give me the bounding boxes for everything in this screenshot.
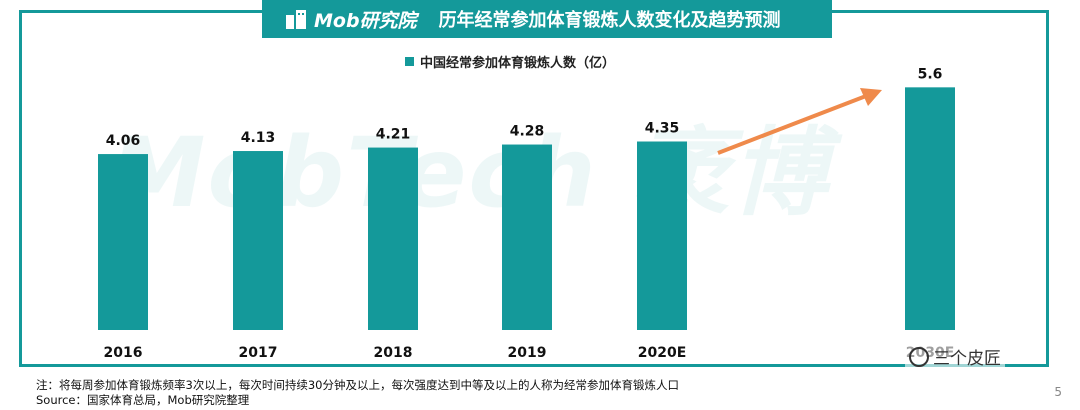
trend-arrow-line — [717, 94, 867, 155]
building-icon — [286, 10, 306, 29]
trend-arrow-head — [860, 88, 882, 106]
value-label: 4.21 — [376, 127, 411, 143]
watermark: MobTech 袤博 — [110, 117, 830, 229]
bar-2018 — [368, 147, 418, 330]
value-label: 4.06 — [106, 133, 141, 149]
page-number: 5 — [1054, 385, 1062, 399]
title-bar: Mob研究院 历年经常参加体育锻炼人数变化及趋势预测 — [262, 0, 832, 38]
mob-logo: Mob研究院 — [284, 6, 417, 33]
bar-2030E — [905, 87, 955, 330]
x-tick-label: 2016 — [104, 345, 143, 361]
x-tick-label: 2019 — [508, 345, 547, 361]
source-line: Source：国家体育总局，Mob研究院整理 — [36, 393, 250, 407]
value-label: 4.28 — [510, 124, 545, 140]
value-label: 5.6 — [918, 66, 943, 82]
x-tick-label: 2020E — [638, 345, 687, 361]
legend: 中国经常参加体育锻炼人数（亿） — [405, 52, 615, 71]
bar-2016 — [98, 154, 148, 330]
logo-text: Mob研究院 — [314, 9, 417, 32]
bar-2017 — [233, 151, 283, 330]
legend-label: 中国经常参加体育锻炼人数（亿） — [420, 56, 616, 71]
chart-title: 历年经常参加体育锻炼人数变化及趋势预测 — [438, 10, 781, 31]
x-tick-label: 2018 — [374, 345, 413, 361]
bar-2020E — [637, 141, 687, 330]
value-label: 4.13 — [241, 130, 276, 146]
credit-text: 三个皮匠 — [933, 349, 1001, 369]
x-tick-label: 2017 — [239, 345, 278, 361]
value-label: 4.35 — [645, 121, 680, 137]
legend-swatch — [405, 57, 414, 66]
footnotes: 注：将每周参加体育锻炼频率3次以上，每次时间持续30分钟及以上，每次强度达到中等… — [36, 378, 679, 408]
note-line: 注：将每周参加体育锻炼频率3次以上，每次时间持续30分钟及以上，每次强度达到中等… — [36, 378, 679, 392]
chat-bubble-icon — [909, 346, 929, 367]
credit-watermark: 三个皮匠 — [905, 344, 1005, 369]
bar-2019 — [502, 144, 552, 330]
